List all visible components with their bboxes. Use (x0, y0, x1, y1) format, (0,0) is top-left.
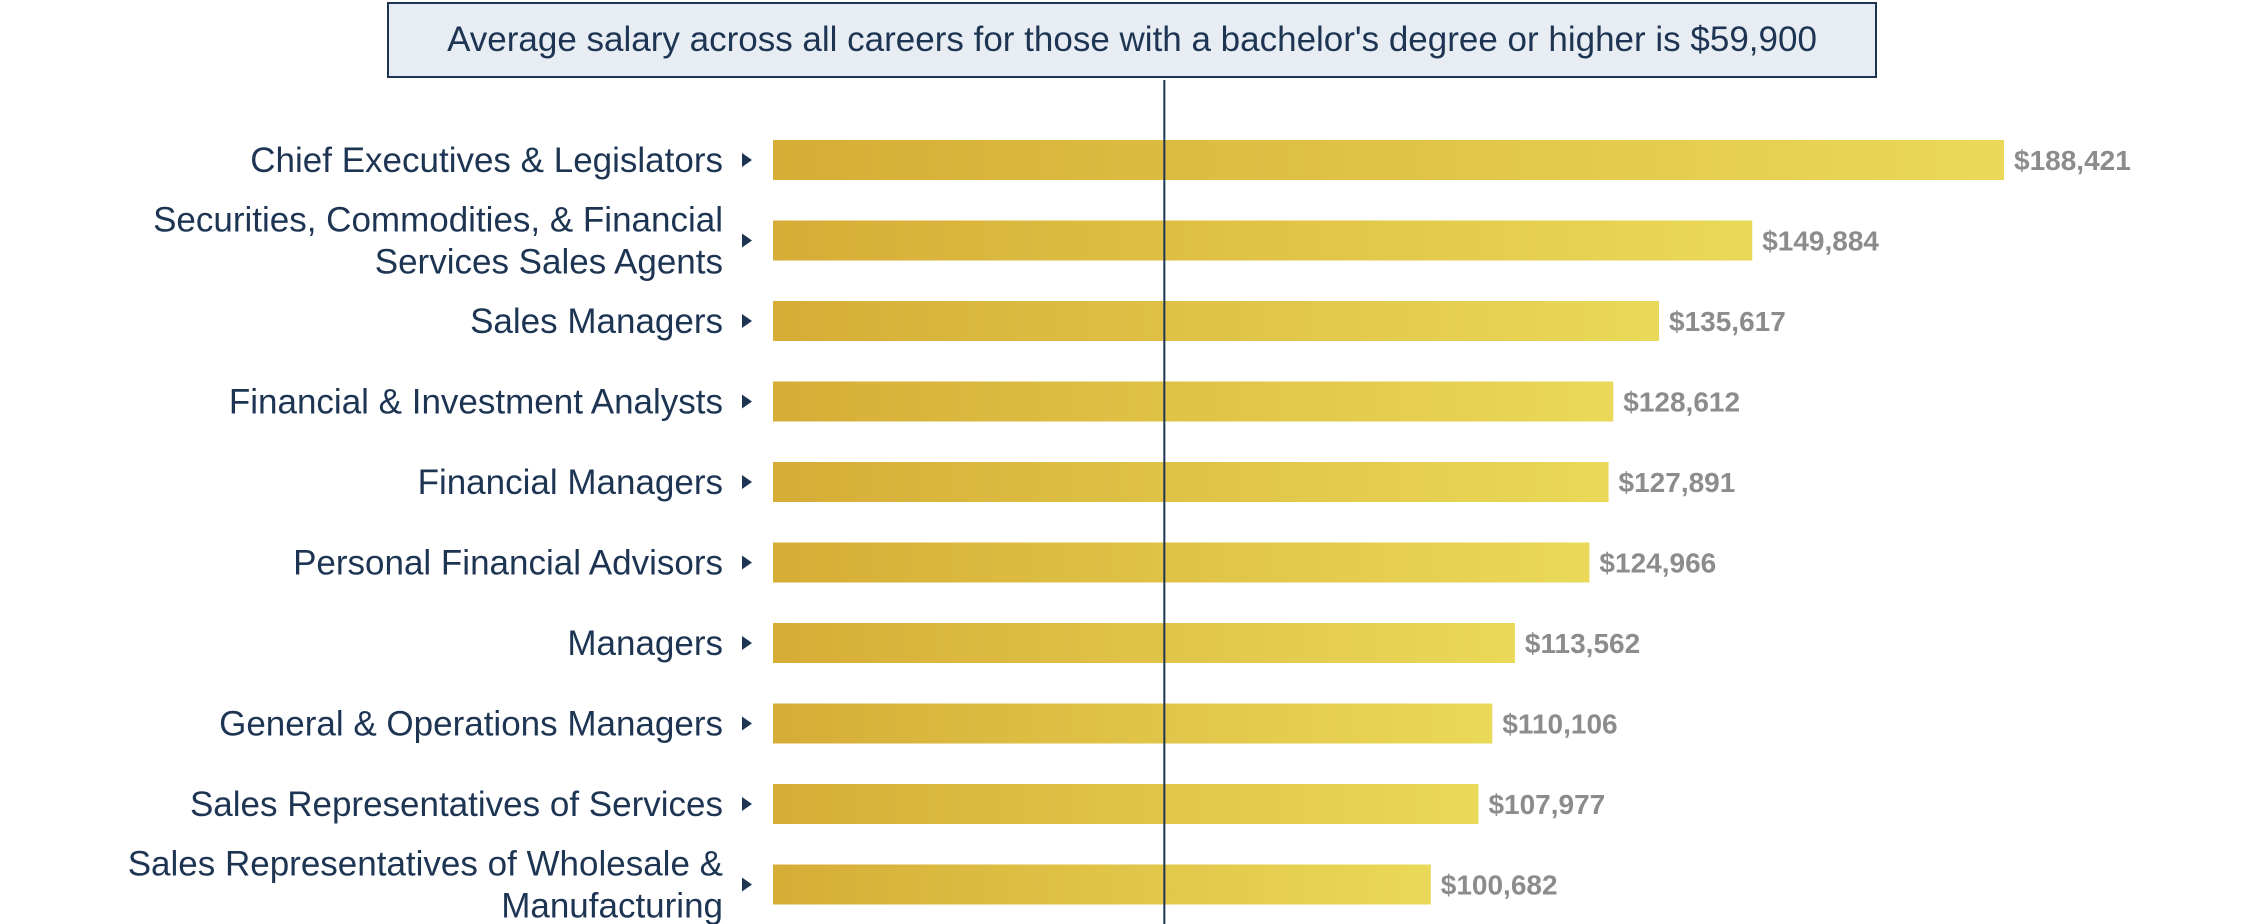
bar (773, 301, 1660, 341)
bar (773, 623, 1515, 663)
average-salary-callout: Average salary across all careers for th… (387, 2, 1877, 78)
bar (773, 462, 1609, 502)
category-label: Chief Executives & Legislators (250, 141, 723, 180)
value-label: $110,106 (1502, 709, 1617, 740)
value-label: $124,966 (1599, 548, 1716, 579)
category-label: Securities, Commodities, & Financial (153, 201, 723, 240)
value-label: $127,891 (1619, 467, 1736, 498)
value-label: $128,612 (1623, 387, 1740, 418)
category-label: Personal Financial Advisors (293, 544, 723, 583)
category-label: General & Operations Managers (219, 705, 723, 744)
pointer-arrow-icon (742, 716, 752, 731)
category-label: Financial Managers (418, 463, 723, 502)
value-label: $135,617 (1669, 306, 1786, 337)
category-label: Services Sales Agents (375, 243, 723, 282)
value-label: $188,421 (2014, 145, 2131, 176)
pointer-arrow-icon (742, 233, 752, 248)
pointer-arrow-icon (742, 314, 752, 328)
bar (773, 140, 2004, 180)
bar (773, 703, 1493, 744)
value-label: $113,562 (1525, 628, 1640, 659)
value-label: $107,977 (1488, 789, 1605, 820)
category-label: Sales Representatives of Services (190, 785, 723, 824)
category-label: Sales Representatives of Wholesale & (128, 845, 723, 884)
bar (773, 542, 1590, 583)
pointer-arrow-icon (742, 555, 752, 570)
category-label: Financial & Investment Analysts (229, 383, 723, 422)
pointer-arrow-icon (742, 797, 752, 811)
average-salary-text: Average salary across all careers for th… (447, 20, 1817, 59)
pointer-arrow-icon (742, 394, 752, 409)
bar (773, 220, 1753, 261)
value-label: $100,682 (1441, 870, 1558, 901)
category-label: Manufacturing (501, 887, 723, 924)
category-label: Sales Managers (470, 302, 723, 341)
bar (773, 784, 1479, 824)
category-label: Managers (567, 624, 723, 663)
value-label: $149,884 (1762, 226, 1879, 257)
pointer-arrow-icon (742, 636, 752, 650)
pointer-arrow-icon (742, 475, 752, 489)
bar (773, 864, 1431, 905)
pointer-arrow-icon (742, 877, 752, 892)
bar (773, 381, 1614, 422)
pointer-arrow-icon (742, 153, 752, 167)
